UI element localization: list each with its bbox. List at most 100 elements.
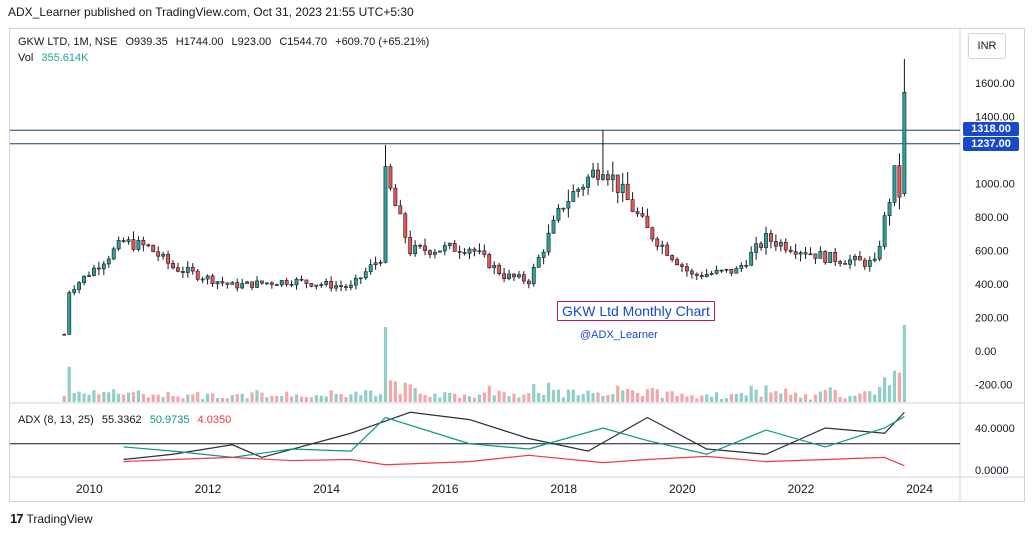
volume-bar	[522, 394, 526, 402]
volume-bar	[902, 324, 906, 402]
candle-body	[773, 241, 778, 247]
candle-body	[823, 251, 828, 263]
candle-body	[393, 187, 398, 207]
candle-body	[546, 232, 551, 253]
candle-body	[82, 275, 86, 283]
volume-bar	[191, 394, 195, 402]
volume-bar	[719, 398, 724, 402]
candle-body	[754, 243, 759, 253]
candle-body	[694, 273, 699, 276]
currency-button[interactable]: INR	[968, 33, 1006, 59]
candle-body	[274, 284, 279, 286]
candle-body	[605, 174, 610, 181]
candle-body	[848, 259, 852, 265]
candle-body	[373, 262, 378, 266]
volume-bar	[235, 394, 239, 402]
candle-body	[433, 251, 437, 255]
tradingview-footer[interactable]: 17 TradingView	[10, 511, 93, 526]
adx-tick-label: 40.0000	[975, 423, 1015, 435]
candle-body	[670, 255, 675, 260]
chart-annotation[interactable]: GKW Ltd Monthly Chart	[557, 301, 715, 321]
volume-bar	[225, 398, 229, 402]
price-tick-label: -200.00	[975, 380, 1012, 392]
volume-bar	[314, 395, 318, 402]
volume-bar	[255, 390, 259, 402]
candle-body	[220, 281, 225, 284]
candle-body	[497, 264, 502, 274]
candle-body	[699, 275, 704, 278]
volume-bar	[576, 395, 580, 402]
vol-label[interactable]: Vol	[18, 52, 34, 64]
time-tick-label: 2016	[432, 482, 459, 496]
adx-series-line	[123, 411, 905, 461]
volume-bar	[462, 394, 467, 402]
volume-bar	[848, 395, 852, 402]
volume-bar	[230, 395, 234, 402]
candle-body	[783, 241, 788, 251]
candle-body	[882, 215, 887, 247]
price-tick-label: 400.00	[975, 279, 1009, 291]
volume-bar	[789, 394, 793, 402]
volume-bar	[556, 389, 561, 402]
candle-body	[437, 250, 442, 253]
volume-bar	[482, 392, 486, 402]
volume-bar	[201, 399, 205, 402]
price-tick-label: 200.00	[975, 313, 1009, 325]
volume-bar	[275, 395, 279, 402]
candle-body	[418, 244, 422, 247]
volume-bar	[581, 394, 585, 402]
candle-body	[897, 165, 902, 198]
volume-bar	[206, 393, 210, 402]
volume-bar	[408, 384, 412, 402]
candle-body	[665, 244, 670, 256]
volume-bar	[685, 396, 689, 402]
volume-bar	[616, 385, 620, 402]
candle-body	[344, 286, 348, 288]
candle-body	[635, 211, 640, 214]
candle-body	[531, 266, 536, 285]
candle-body	[250, 281, 254, 288]
volume-bar	[645, 389, 650, 402]
candle-body	[581, 187, 586, 190]
candle-body	[195, 270, 200, 280]
volume-bar	[507, 396, 511, 402]
candle-body	[492, 264, 497, 269]
volume-bar	[299, 396, 304, 402]
volume-bar	[700, 395, 704, 402]
chart-frame[interactable]	[9, 28, 1025, 502]
volume-bar	[87, 394, 91, 402]
volume-bar	[838, 396, 842, 402]
candle-body	[645, 215, 650, 229]
volume-bar	[97, 394, 101, 402]
candle-body	[388, 166, 393, 189]
symbol-name[interactable]: GKW LTD, 1M, NSE	[18, 36, 118, 48]
volume-bar	[453, 393, 457, 402]
volume-bar	[102, 391, 106, 402]
volume-bar	[551, 389, 556, 402]
volume-bar	[393, 381, 397, 402]
adx-label[interactable]: ADX (8, 13, 25)	[18, 414, 94, 426]
volume-bar	[650, 388, 654, 402]
volume-bar	[72, 392, 76, 402]
volume-bar	[779, 393, 783, 402]
volume-bar	[245, 398, 249, 402]
candle-body	[200, 278, 205, 281]
candle-body	[176, 267, 180, 272]
candle-body	[798, 252, 803, 255]
candle-body	[793, 251, 798, 255]
volume-bar	[655, 389, 659, 402]
volume-bar	[131, 392, 136, 402]
author-handle: @ADX_Learner	[580, 329, 658, 341]
time-tick-label: 2022	[788, 482, 815, 496]
candle-body	[205, 275, 210, 280]
volume-bar	[383, 327, 388, 402]
volume-bar	[621, 390, 625, 402]
candle-body	[853, 256, 857, 261]
tradingview-logo-icon: 17	[10, 511, 24, 526]
volume-bar	[107, 392, 111, 402]
candle-body	[813, 253, 818, 259]
volume-bar	[220, 398, 225, 402]
candle-body	[536, 257, 541, 268]
volume-bar	[546, 382, 551, 402]
